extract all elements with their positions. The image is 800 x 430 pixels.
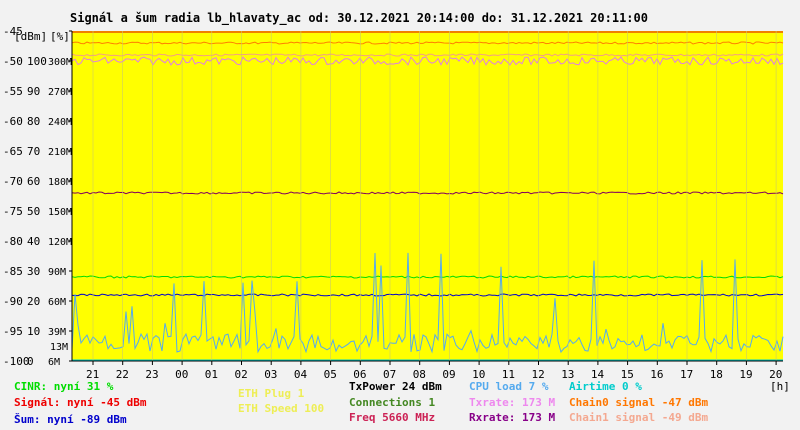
x-tick-label: 17 xyxy=(680,368,693,381)
y-tick-label-dbm: -55 xyxy=(3,85,23,98)
y-tick-label-pct: 50 xyxy=(27,205,40,218)
x-tick-label: 06 xyxy=(353,368,366,381)
x-tick-label: 19 xyxy=(739,368,752,381)
x-tick-label: 08 xyxy=(413,368,426,381)
x-tick-label: 13 xyxy=(561,368,574,381)
y-tick-label-rate: 90M xyxy=(48,267,66,278)
y-tick-label-dbm: -95 xyxy=(3,325,23,338)
y-tick-label-pct: 90 xyxy=(27,85,40,98)
x-tick-label: 23 xyxy=(145,368,158,381)
chart-marks xyxy=(71,31,784,361)
x-tick-label: 03 xyxy=(264,368,277,381)
x-tick-label: 05 xyxy=(324,368,337,381)
chart-title: Signál a šum radia lb_hlavaty_ac od: 30.… xyxy=(70,11,648,26)
y-tick-label-rate: 210M xyxy=(48,147,72,158)
y-tick-label-pct: 20 xyxy=(27,295,40,308)
y-tick-label-pct: 0 xyxy=(27,355,34,368)
x-tick-label: 01 xyxy=(205,368,218,381)
series-line xyxy=(71,275,784,279)
x-tick-label: 00 xyxy=(175,368,188,381)
y-tick-label-pct: 40 xyxy=(27,235,40,248)
series-line xyxy=(71,56,784,66)
x-tick-label: 21 xyxy=(86,368,99,381)
y-tick-label-dbm: -60 xyxy=(3,115,23,128)
x-tick-label: 18 xyxy=(710,368,723,381)
y-tick-label-rate: 60M xyxy=(48,297,66,308)
y-tick-label-pct: 10 xyxy=(27,325,40,338)
y-tick-label-dbm: -80 xyxy=(3,235,23,248)
series-line xyxy=(71,41,784,45)
y-tick-label-rate: 300M xyxy=(48,57,72,68)
x-tick-label: 20 xyxy=(769,368,782,381)
y-tick-label-dbm: -75 xyxy=(3,205,23,218)
chart-axes: -45-50 100 300M-55 90 270M-60 80 240M-65 70 210M… xyxy=(3,25,783,381)
plot-area xyxy=(72,31,783,361)
y-tick-label-dbm: -45 xyxy=(3,25,23,38)
x-tick-label: 04 xyxy=(294,368,308,381)
y-unit-pct: [%] xyxy=(50,30,70,43)
y-tick-label-pct: 80 xyxy=(27,115,40,128)
y-unit-dbm: [dBm] xyxy=(14,30,47,43)
x-tick-label: 15 xyxy=(621,368,634,381)
x-tick-label: 10 xyxy=(472,368,485,381)
x-tick-label: 14 xyxy=(591,368,605,381)
y-tick-label-rate: 150M xyxy=(48,207,72,218)
y-tick-label-pct: 30 xyxy=(27,265,40,278)
y-tick-label-rate: 120M xyxy=(48,237,72,248)
y-tick-label-rate: 240M xyxy=(48,117,72,128)
y-tick-label-rate: 39M xyxy=(48,327,66,338)
x-tick-label: 16 xyxy=(650,368,663,381)
x-unit: [h] xyxy=(770,380,790,393)
x-tick-label: 22 xyxy=(116,368,129,381)
series-line xyxy=(71,252,784,354)
y-tick-label-pct: 100 xyxy=(27,55,47,68)
x-tick-label: 09 xyxy=(442,368,455,381)
y-tick-label-dbm: -85 xyxy=(3,265,23,278)
y-tick-label-rate: 6M xyxy=(48,357,60,368)
x-tick-label: 11 xyxy=(502,368,515,381)
y-tick-label-dbm: -70 xyxy=(3,175,23,188)
series-line xyxy=(71,53,784,57)
x-tick-label: 02 xyxy=(235,368,248,381)
series-line xyxy=(71,191,784,195)
y-tick-label-dbm: -90 xyxy=(3,295,23,308)
x-tick-label: 12 xyxy=(532,368,545,381)
y-tick-label-rate: 13M xyxy=(50,342,68,353)
y-tick-label-rate: 270M xyxy=(48,87,72,98)
y-tick-label-pct: 60 xyxy=(27,175,40,188)
y-tick-label-rate: 180M xyxy=(48,177,72,188)
x-tick-label: 07 xyxy=(383,368,396,381)
y-tick-label-dbm: -65 xyxy=(3,145,23,158)
y-tick-label-dbm: -100 xyxy=(3,355,30,368)
y-tick-label-dbm: -50 xyxy=(3,55,23,68)
series-line xyxy=(71,293,784,297)
y-tick-label-pct: 70 xyxy=(27,145,40,158)
